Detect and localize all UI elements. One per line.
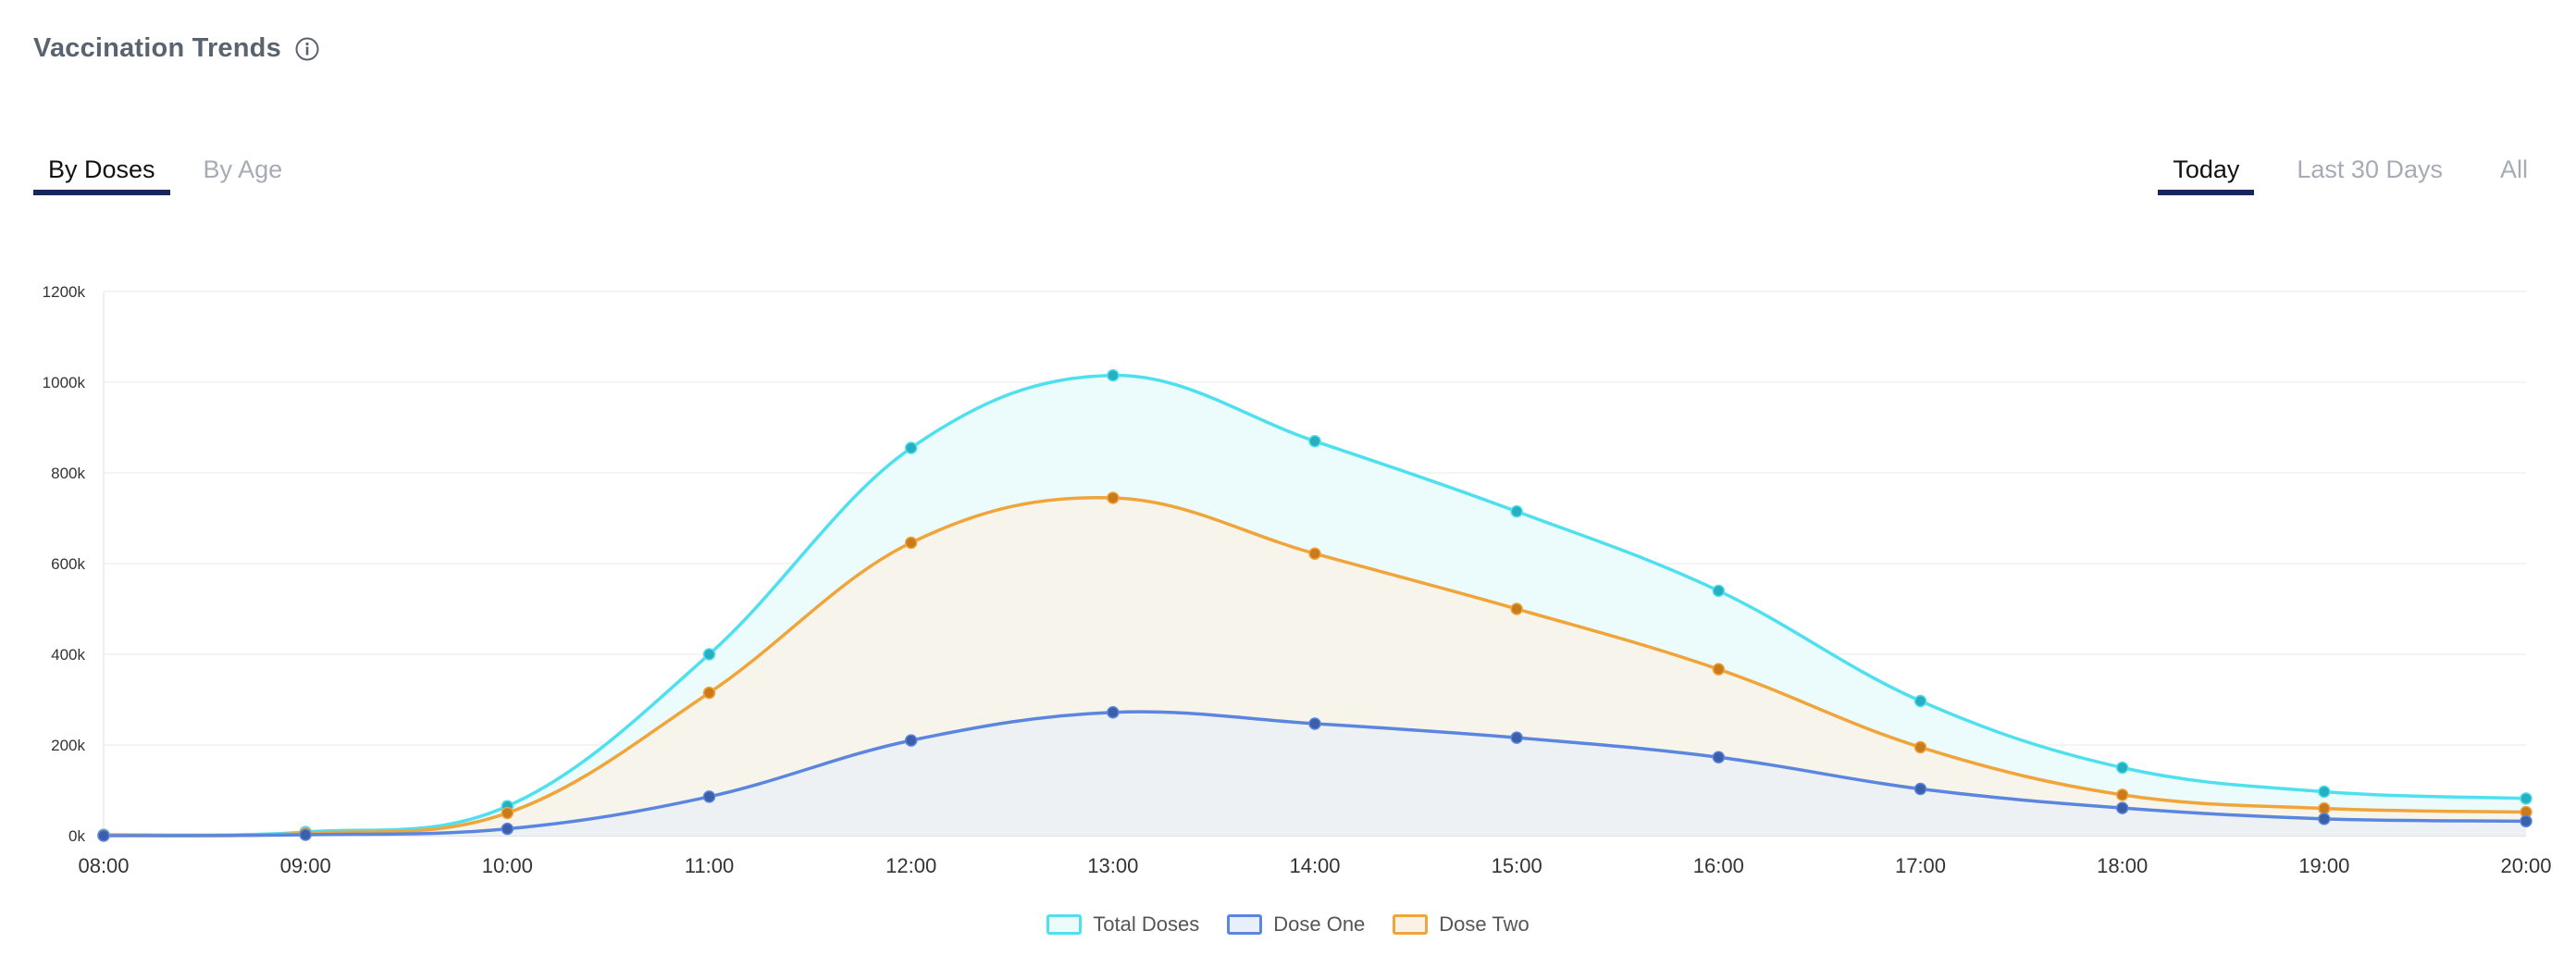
x-tick-label: 20:00 — [2500, 854, 2551, 877]
point-dose-one — [1913, 782, 1927, 796]
y-tick-label: 1200k — [43, 283, 86, 301]
y-tick-label: 0k — [68, 827, 85, 845]
point-total-doses — [1107, 368, 1120, 382]
point-dose-one — [1712, 751, 1726, 763]
point-dose-one — [904, 734, 918, 747]
point-total-doses — [1913, 694, 1927, 708]
legend-swatch-dose-one — [1227, 914, 1263, 935]
tab-today[interactable]: Today — [2158, 152, 2255, 195]
vaccination-area-chart: 0k 200k 400k 600k 800k 1000k 1200k 08:00 09:00 10… — [43, 283, 2552, 877]
range-tabs: Today Last 30 Days All — [2130, 152, 2543, 195]
x-tick-label: 09:00 — [280, 854, 331, 877]
tab-by-doses[interactable]: By Doses — [33, 152, 170, 195]
view-tabs: By Doses By Age — [33, 152, 316, 195]
point-dose-two — [1308, 547, 1321, 560]
point-dose-two — [1107, 491, 1120, 504]
x-tick-label: 08:00 — [78, 854, 129, 877]
x-tick-label: 18:00 — [2097, 854, 2148, 877]
point-dose-two — [1913, 740, 1927, 754]
point-dose-one — [97, 829, 110, 842]
point-dose-two — [2115, 788, 2129, 801]
point-dose-two — [2318, 801, 2331, 815]
point-dose-two — [501, 806, 514, 820]
chart-title: Vaccination Trends — [33, 33, 281, 63]
point-dose-two — [1712, 663, 1726, 676]
x-tick-label: 15:00 — [1492, 854, 1542, 877]
y-tick-label: 1000k — [43, 374, 86, 391]
point-total-doses — [1308, 434, 1321, 448]
legend-item-total-doses[interactable]: Total Doses — [1046, 912, 1199, 937]
point-dose-one — [501, 822, 514, 836]
point-dose-two — [1510, 602, 1523, 615]
legend-label: Dose One — [1273, 912, 1366, 936]
legend-swatch-total-doses — [1046, 914, 1083, 935]
y-tick-label: 600k — [51, 555, 85, 573]
x-tick-label: 14:00 — [1289, 854, 1340, 877]
legend-swatch-dose-two — [1393, 914, 1429, 935]
tab-by-age[interactable]: By Age — [203, 155, 283, 183]
point-dose-one — [1308, 717, 1321, 730]
area-dose-one — [104, 712, 2526, 836]
y-tick-label: 200k — [51, 737, 85, 754]
point-dose-one — [1510, 731, 1523, 744]
point-dose-one — [2115, 801, 2129, 814]
tab-all[interactable]: All — [2499, 155, 2528, 183]
x-tick-label: 11:00 — [685, 854, 734, 877]
chart-legend: Total Doses Dose One Dose Two — [0, 912, 2576, 937]
point-dose-one — [702, 790, 716, 803]
point-total-doses — [2318, 785, 2331, 799]
legend-label: Total Doses — [1093, 912, 1200, 936]
point-total-doses — [2115, 761, 2129, 775]
point-dose-two — [702, 686, 716, 700]
line-dose-two — [103, 495, 2527, 838]
point-total-doses — [2520, 792, 2533, 805]
legend-item-dose-one[interactable]: Dose One — [1227, 912, 1365, 937]
point-dose-one — [2318, 813, 2331, 825]
info-circle-icon[interactable] — [294, 36, 320, 62]
legend-item-dose-two[interactable]: Dose Two — [1393, 912, 1530, 937]
x-tick-label: 17:00 — [1895, 854, 1946, 877]
point-total-doses — [904, 441, 918, 454]
point-total-doses — [1510, 504, 1523, 518]
chart-header: Vaccination Trends — [33, 33, 320, 64]
x-tick-label: 16:00 — [1693, 854, 1744, 877]
x-tick-label: 19:00 — [2298, 854, 2349, 877]
point-dose-one — [1107, 705, 1120, 719]
point-dose-one — [299, 828, 312, 841]
point-dose-one — [2520, 814, 2533, 828]
point-dose-two — [904, 536, 918, 550]
x-tick-label: 10:00 — [482, 854, 533, 877]
tab-last-30-days[interactable]: Last 30 Days — [2297, 155, 2443, 183]
point-total-doses — [702, 648, 716, 661]
x-tick-label: 13:00 — [1087, 854, 1138, 877]
point-total-doses — [1712, 584, 1726, 598]
legend-label: Dose Two — [1439, 912, 1530, 936]
x-tick-label: 12:00 — [886, 854, 936, 877]
y-tick-label: 400k — [51, 646, 85, 664]
y-tick-label: 800k — [51, 465, 85, 482]
